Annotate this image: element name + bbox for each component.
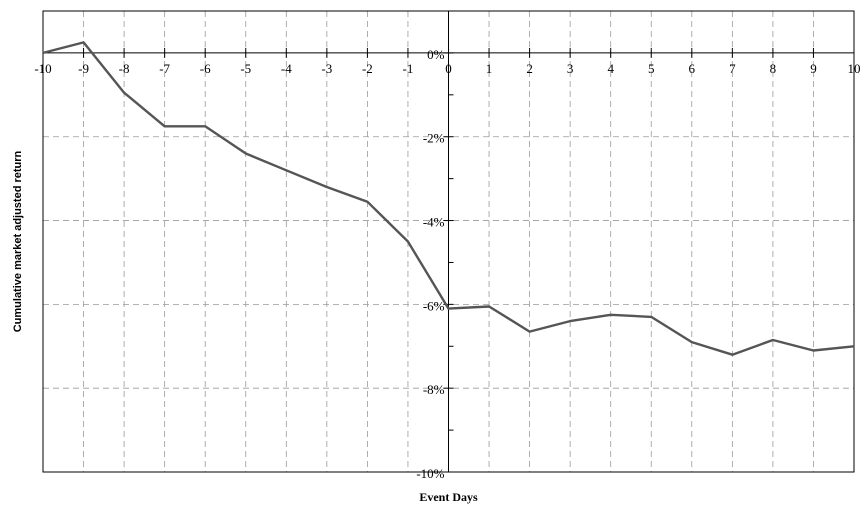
x-tick-label: 6 [689,61,696,76]
y-tick-label: 0% [427,47,445,62]
x-tick-label: 3 [567,61,574,76]
x-axis-title: Event Days [419,490,478,504]
x-tick-label: -5 [240,61,251,76]
y-tick-label: -10% [416,466,444,481]
x-tick-label: -7 [159,61,170,76]
x-tick-labels: -10 -9 -8 -7 -6 -5 -4 -3 -2 -1 0 1 2 3 4 5 6 7 8 9 10 [34,61,860,76]
y-tick-label: -6% [423,298,445,313]
x-tick-label: -1 [403,61,414,76]
x-tick-label: 5 [648,61,655,76]
y-tick-label: -8% [423,382,445,397]
y-axis-title: Cumulative market adjusted return [12,150,24,332]
y-tick-label: -2% [423,131,445,146]
ticks [42,47,855,473]
x-tick-label: 2 [526,61,533,76]
x-tick-label: -9 [78,61,89,76]
x-tick-label: 1 [486,61,493,76]
x-tick-label: -10 [34,61,51,76]
x-tick-label: 4 [607,61,614,76]
x-tick-label: 9 [810,61,817,76]
series-line [42,41,855,356]
y-tick-label: -4% [423,215,445,230]
x-tick-label: -4 [281,61,292,76]
x-tick-label: 8 [770,61,777,76]
y-tick-labels: 0% -2% -4% -6% -8% -10% [416,47,444,481]
x-tick-label: -2 [362,61,373,76]
x-tick-label: -3 [321,61,332,76]
x-tick-label: -8 [119,61,130,76]
x-tick-label: 10 [848,61,860,76]
x-tick-label: 0 [445,61,452,76]
x-tick-label: 7 [729,61,736,76]
x-tick-label: -6 [200,61,211,76]
